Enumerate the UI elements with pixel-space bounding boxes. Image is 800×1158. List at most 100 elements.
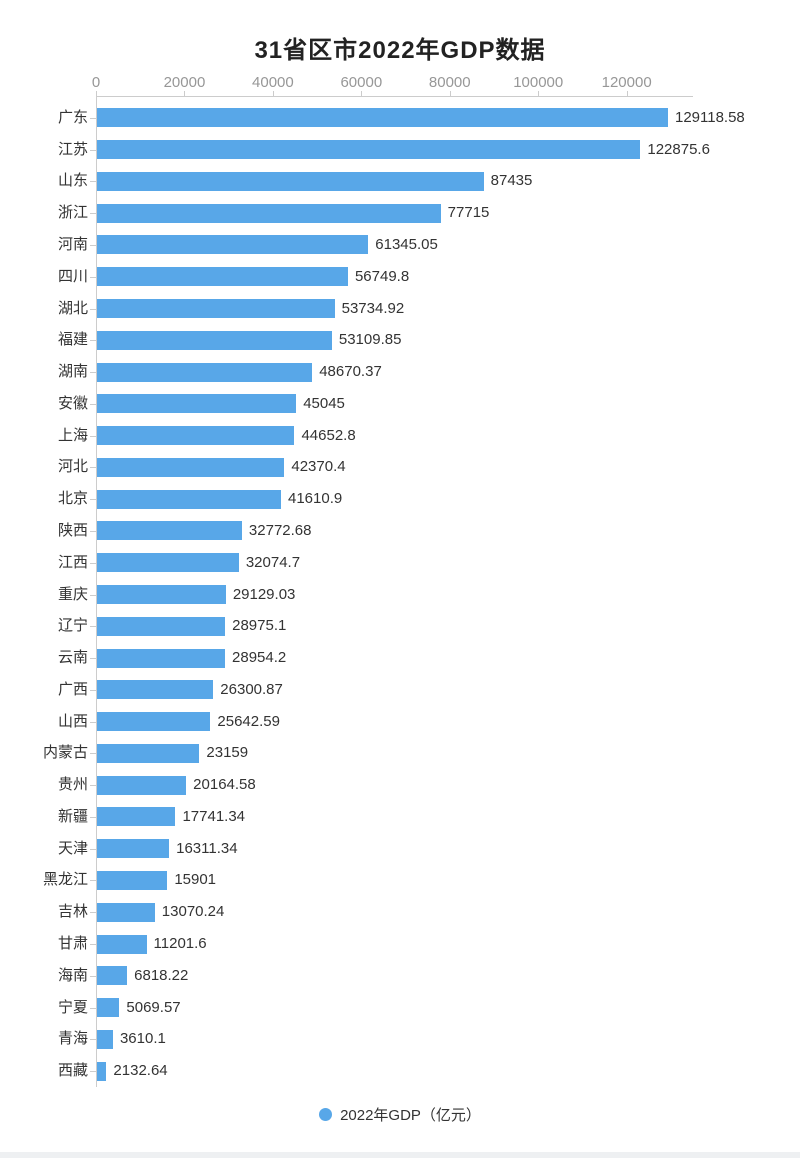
- category-label: 重庆: [57, 585, 88, 603]
- bar-value-label: 122875.6: [647, 140, 710, 158]
- gdp-bar[interactable]: [97, 171, 484, 191]
- category-label: 广西: [57, 680, 88, 698]
- bar-value-label: 87435: [490, 172, 533, 190]
- gdp-bar[interactable]: [97, 775, 187, 795]
- category-axis-tick: [90, 721, 96, 723]
- bar-value-label: 23159: [206, 744, 249, 762]
- category-axis-tick: [90, 213, 96, 215]
- category-label: 新疆: [57, 807, 88, 825]
- gdp-bar[interactable]: [97, 426, 295, 446]
- gdp-bar[interactable]: [97, 457, 285, 477]
- y-axis-line: [96, 96, 97, 1087]
- x-axis-tick-label: 100000: [513, 74, 564, 91]
- bar-value-label: 28975.1: [232, 617, 287, 635]
- bar-value-label: 61345.05: [375, 235, 438, 253]
- bar-value-label: 32074.7: [245, 553, 301, 571]
- category-axis-tick: [90, 181, 96, 183]
- category-axis-tick: [90, 912, 96, 914]
- gdp-bar[interactable]: [97, 966, 128, 986]
- category-axis-tick: [90, 499, 96, 501]
- x-axis-tick: [272, 91, 274, 96]
- chart-title: 31省区市2022年GDP数据: [254, 37, 546, 64]
- gdp-bar[interactable]: [97, 743, 200, 763]
- bar-value-label: 53109.85: [338, 331, 402, 349]
- category-axis-tick: [90, 117, 96, 119]
- bar-value-label: 77715: [447, 204, 490, 222]
- x-axis-line: [96, 96, 693, 97]
- category-axis-tick: [90, 1007, 96, 1009]
- gdp-bar[interactable]: [97, 1029, 113, 1049]
- category-label: 山东: [57, 172, 88, 190]
- bar-value-label: 13070.24: [161, 903, 225, 921]
- bar-value-label: 29129.03: [232, 585, 296, 603]
- category-label: 吉林: [57, 903, 88, 921]
- bar-value-label: 16311.34: [176, 839, 238, 857]
- category-axis-tick: [90, 1071, 96, 1073]
- gdp-bar[interactable]: [97, 489, 281, 509]
- category-axis-tick: [90, 626, 96, 628]
- gdp-bar[interactable]: [97, 267, 348, 287]
- category-label: 安徽: [57, 394, 88, 412]
- bar-value-label: 3610.1: [119, 1030, 166, 1048]
- gdp-bar[interactable]: [97, 140, 641, 160]
- legend[interactable]: 2022年GDP（亿元）: [0, 1104, 800, 1125]
- category-label: 山西: [57, 712, 88, 730]
- x-axis-tick: [96, 91, 97, 96]
- category-axis-tick: [90, 594, 96, 596]
- category-label: 湖北: [57, 299, 88, 317]
- category-label: 河北: [57, 458, 88, 476]
- gdp-bar[interactable]: [97, 712, 211, 732]
- category-axis-tick: [90, 785, 96, 787]
- gdp-bar[interactable]: [97, 585, 226, 604]
- bar-value-label: 45045: [303, 394, 345, 412]
- category-axis-tick: [90, 944, 96, 946]
- category-axis-tick: [90, 372, 96, 374]
- category-axis-tick: [90, 467, 96, 469]
- category-axis-tick: [90, 244, 96, 246]
- category-label: 湖南: [57, 363, 88, 381]
- gdp-bar[interactable]: [97, 1061, 107, 1081]
- gdp-bar[interactable]: [97, 902, 155, 922]
- gdp-bar[interactable]: [97, 108, 668, 128]
- gdp-bar[interactable]: [97, 553, 239, 573]
- gdp-bar[interactable]: [97, 680, 214, 700]
- category-label: 天津: [57, 839, 88, 857]
- bar-value-label: 48670.37: [319, 363, 382, 381]
- gdp-bar[interactable]: [97, 394, 297, 414]
- gdp-bar[interactable]: [97, 235, 369, 255]
- gdp-bar[interactable]: [97, 330, 332, 350]
- category-axis-tick: [90, 689, 96, 691]
- gdp-bar[interactable]: [97, 203, 441, 223]
- category-label: 青海: [57, 1030, 88, 1048]
- category-label: 上海: [57, 426, 88, 444]
- category-axis-tick: [90, 149, 96, 151]
- bar-value-label: 41610.9: [288, 490, 343, 508]
- gdp-bar[interactable]: [97, 521, 242, 541]
- bar-value-label: 53734.92: [341, 299, 405, 317]
- bar-value-label: 20164.58: [193, 776, 256, 794]
- gdp-bar[interactable]: [97, 870, 168, 890]
- x-axis-tick: [626, 91, 628, 96]
- category-label: 辽宁: [57, 617, 88, 635]
- gdp-bar[interactable]: [97, 648, 226, 668]
- bar-value-label: 25642.59: [217, 712, 280, 730]
- gdp-bar[interactable]: [97, 998, 120, 1018]
- category-label: 西藏: [57, 1062, 88, 1080]
- bar-value-label: 5069.57: [126, 998, 181, 1016]
- category-label: 广东: [57, 108, 88, 126]
- gdp-bar[interactable]: [97, 299, 335, 319]
- gdp-bar[interactable]: [97, 616, 226, 636]
- x-axis-tick-label: 40000: [252, 74, 294, 91]
- category-axis-tick: [90, 1039, 96, 1041]
- background-bottom-strip: [0, 1152, 800, 1158]
- gdp-bar[interactable]: [97, 362, 313, 382]
- gdp-bar[interactable]: [97, 807, 176, 827]
- category-axis-tick: [90, 435, 96, 437]
- gdp-bar[interactable]: [97, 839, 170, 859]
- gdp-bar[interactable]: [97, 934, 147, 954]
- x-axis-tick: [184, 91, 186, 96]
- category-label: 海南: [57, 966, 88, 984]
- category-axis-tick: [90, 880, 96, 882]
- bar-value-label: 44652.8: [301, 426, 356, 444]
- x-axis-tick-label: 0: [91, 74, 101, 91]
